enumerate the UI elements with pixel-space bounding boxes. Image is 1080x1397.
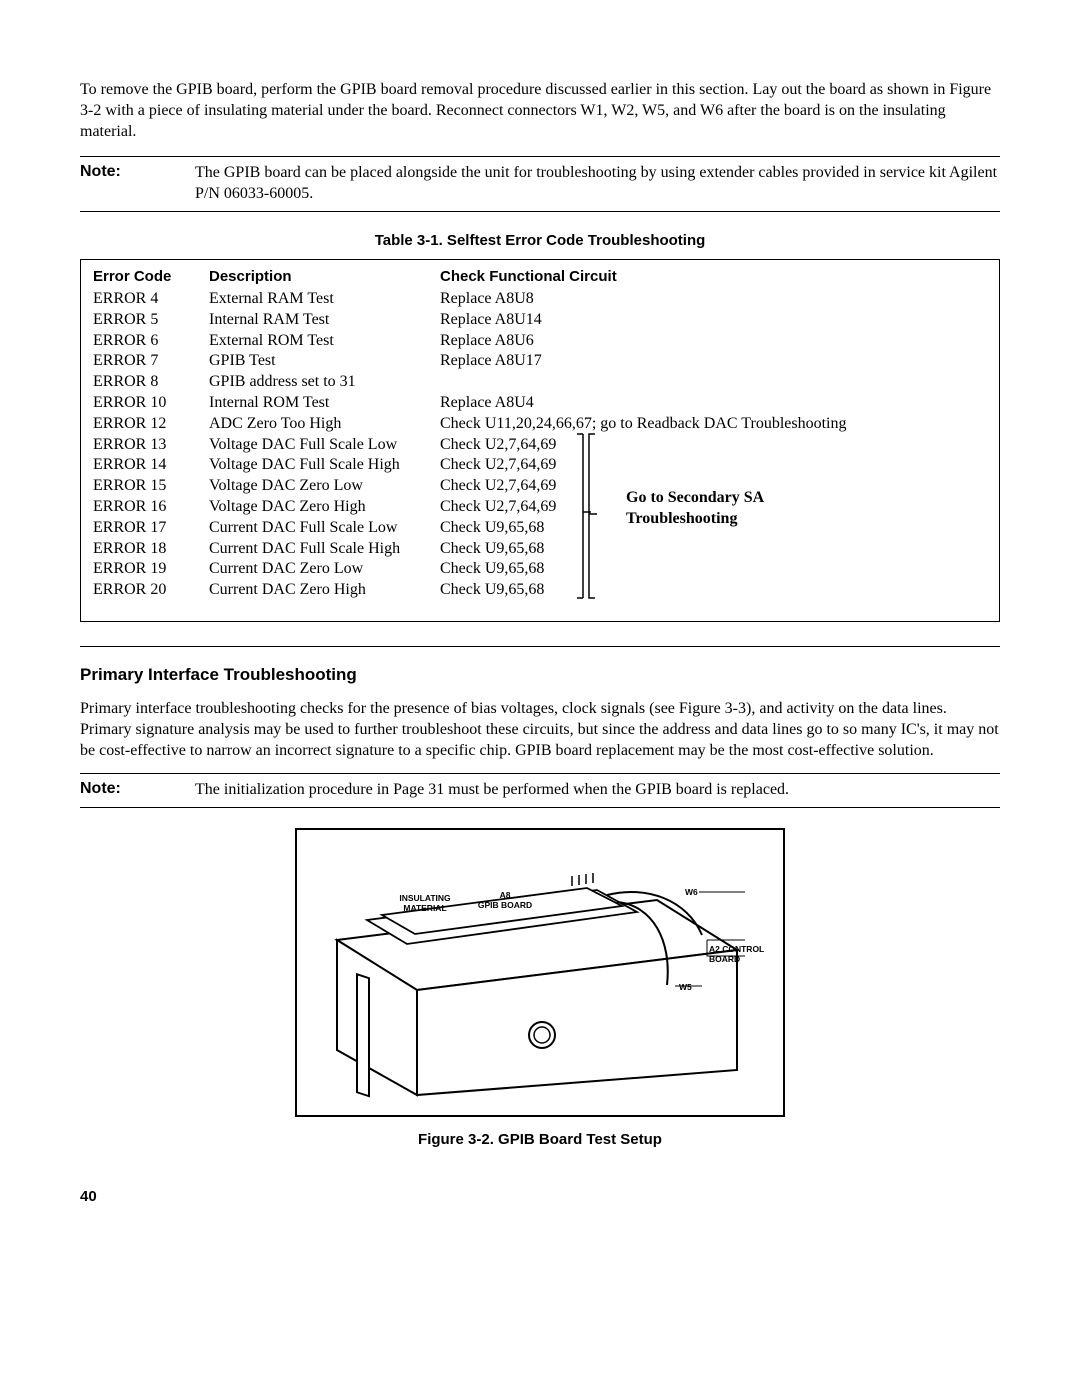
note-text: The initialization procedure in Page 31 … (195, 780, 1000, 801)
note-block-1: Note: The GPIB board can be placed along… (80, 156, 1000, 212)
note-label: Note: (80, 163, 195, 205)
table-row: ERROR 15Voltage DAC Zero LowCheck U2,7,6… (93, 476, 987, 497)
cell-desc: Internal RAM Test (209, 310, 440, 331)
svg-text:INSULATING: INSULATING (399, 893, 451, 903)
cell-check: Replace A8U17 (440, 351, 987, 372)
table-row: ERROR 10Internal ROM TestReplace A8U4 (93, 393, 987, 414)
svg-text:GPIB BOARD: GPIB BOARD (478, 900, 532, 910)
table-row: ERROR 7GPIB TestReplace A8U17 (93, 351, 987, 372)
table-row: ERROR 12ADC Zero Too HighCheck U11,20,24… (93, 414, 987, 435)
page-number: 40 (80, 1188, 1000, 1205)
section-paragraph: Primary interface troubleshooting checks… (80, 699, 1000, 761)
svg-text:A2 CONTROL: A2 CONTROL (709, 944, 764, 954)
cell-desc: GPIB address set to 31 (209, 372, 440, 393)
cell-desc: External ROM Test (209, 331, 440, 352)
cell-code: ERROR 15 (93, 476, 209, 497)
table-row: ERROR 17Current DAC Full Scale LowCheck … (93, 518, 987, 539)
cell-desc: Internal ROM Test (209, 393, 440, 414)
cell-desc: GPIB Test (209, 351, 440, 372)
cell-desc: Voltage DAC Full Scale High (209, 455, 440, 476)
figure-caption: Figure 3-2. GPIB Board Test Setup (80, 1131, 1000, 1148)
cell-desc: ADC Zero Too High (209, 414, 440, 435)
cell-desc: Current DAC Full Scale High (209, 539, 440, 560)
cell-desc: Current DAC Zero High (209, 580, 440, 601)
table-row: ERROR 14Voltage DAC Full Scale HighCheck… (93, 455, 987, 476)
table-row: ERROR 4External RAM TestReplace A8U8 (93, 289, 987, 310)
svg-text:MATERIAL: MATERIAL (403, 903, 446, 913)
cell-code: ERROR 6 (93, 331, 209, 352)
cell-code: ERROR 12 (93, 414, 209, 435)
cell-code: ERROR 10 (93, 393, 209, 414)
table-row: ERROR 18Current DAC Full Scale HighCheck… (93, 539, 987, 560)
section-primary-interface: Primary Interface Troubleshooting Primar… (80, 646, 1000, 761)
intro-paragraph: To remove the GPIB board, perform the GP… (80, 80, 1000, 142)
figure-container: INSULATING MATERIAL A8 GPIB BOARD W6 A2 … (295, 828, 785, 1117)
table-row: ERROR 8GPIB address set to 31 (93, 372, 987, 393)
cell-check: Check U11,20,24,66,67; go to Readback DA… (440, 414, 987, 435)
cell-desc: Voltage DAC Full Scale Low (209, 435, 440, 456)
bracket-icon (571, 432, 601, 602)
figure-gpib-setup: INSULATING MATERIAL A8 GPIB BOARD W6 A2 … (307, 840, 767, 1100)
cell-check: Check U9,65,68 (440, 539, 987, 560)
section-heading: Primary Interface Troubleshooting (80, 665, 1000, 685)
cell-check: Check U9,65,68 (440, 559, 987, 580)
cell-check: Replace A8U4 (440, 393, 987, 414)
error-table-container: Error Code Description Check Functional … (80, 259, 1000, 622)
bracket-label-line2: Troubleshooting (626, 510, 737, 527)
cell-check (440, 372, 987, 393)
th-description: Description (209, 266, 440, 289)
cell-desc: Voltage DAC Zero Low (209, 476, 440, 497)
table-row: ERROR 16Voltage DAC Zero HighCheck U2,7,… (93, 497, 987, 518)
table-row: ERROR 19Current DAC Zero LowCheck U9,65,… (93, 559, 987, 580)
th-error-code: Error Code (93, 266, 209, 289)
cell-code: ERROR 19 (93, 559, 209, 580)
cell-code: ERROR 16 (93, 497, 209, 518)
cell-desc: Current DAC Zero Low (209, 559, 440, 580)
cell-code: ERROR 13 (93, 435, 209, 456)
cell-desc: External RAM Test (209, 289, 440, 310)
svg-text:A8: A8 (500, 890, 511, 900)
cell-check: Check U2,7,64,69 (440, 455, 987, 476)
svg-text:W5: W5 (679, 982, 692, 992)
cell-code: ERROR 14 (93, 455, 209, 476)
note-text: The GPIB board can be placed alongside t… (195, 163, 1000, 205)
cell-check: Check U9,65,68 (440, 580, 987, 601)
cell-code: ERROR 8 (93, 372, 209, 393)
cell-check: Replace A8U14 (440, 310, 987, 331)
note-label: Note: (80, 780, 195, 801)
bracket-label: Go to Secondary SA Troubleshooting (626, 488, 764, 530)
table-caption: Table 3-1. Selftest Error Code Troublesh… (80, 232, 1000, 249)
table-row: ERROR 20Current DAC Zero HighCheck U9,65… (93, 580, 987, 601)
cell-check: Replace A8U8 (440, 289, 987, 310)
cell-code: ERROR 4 (93, 289, 209, 310)
table-row: ERROR 5Internal RAM TestReplace A8U14 (93, 310, 987, 331)
cell-code: ERROR 18 (93, 539, 209, 560)
note-block-2: Note: The initialization procedure in Pa… (80, 773, 1000, 808)
cell-code: ERROR 20 (93, 580, 209, 601)
svg-text:W6: W6 (685, 887, 698, 897)
cell-check: Check U2,7,64,69 (440, 435, 987, 456)
bracket-label-line1: Go to Secondary SA (626, 489, 764, 506)
cell-desc: Voltage DAC Zero High (209, 497, 440, 518)
cell-desc: Current DAC Full Scale Low (209, 518, 440, 539)
th-check: Check Functional Circuit (440, 266, 987, 289)
table-row: ERROR 6External ROM TestReplace A8U6 (93, 331, 987, 352)
table-row: ERROR 13Voltage DAC Full Scale LowCheck … (93, 435, 987, 456)
error-table: Error Code Description Check Functional … (93, 266, 987, 601)
cell-check: Replace A8U6 (440, 331, 987, 352)
cell-code: ERROR 5 (93, 310, 209, 331)
cell-code: ERROR 7 (93, 351, 209, 372)
cell-code: ERROR 17 (93, 518, 209, 539)
table-header-row: Error Code Description Check Functional … (93, 266, 987, 289)
